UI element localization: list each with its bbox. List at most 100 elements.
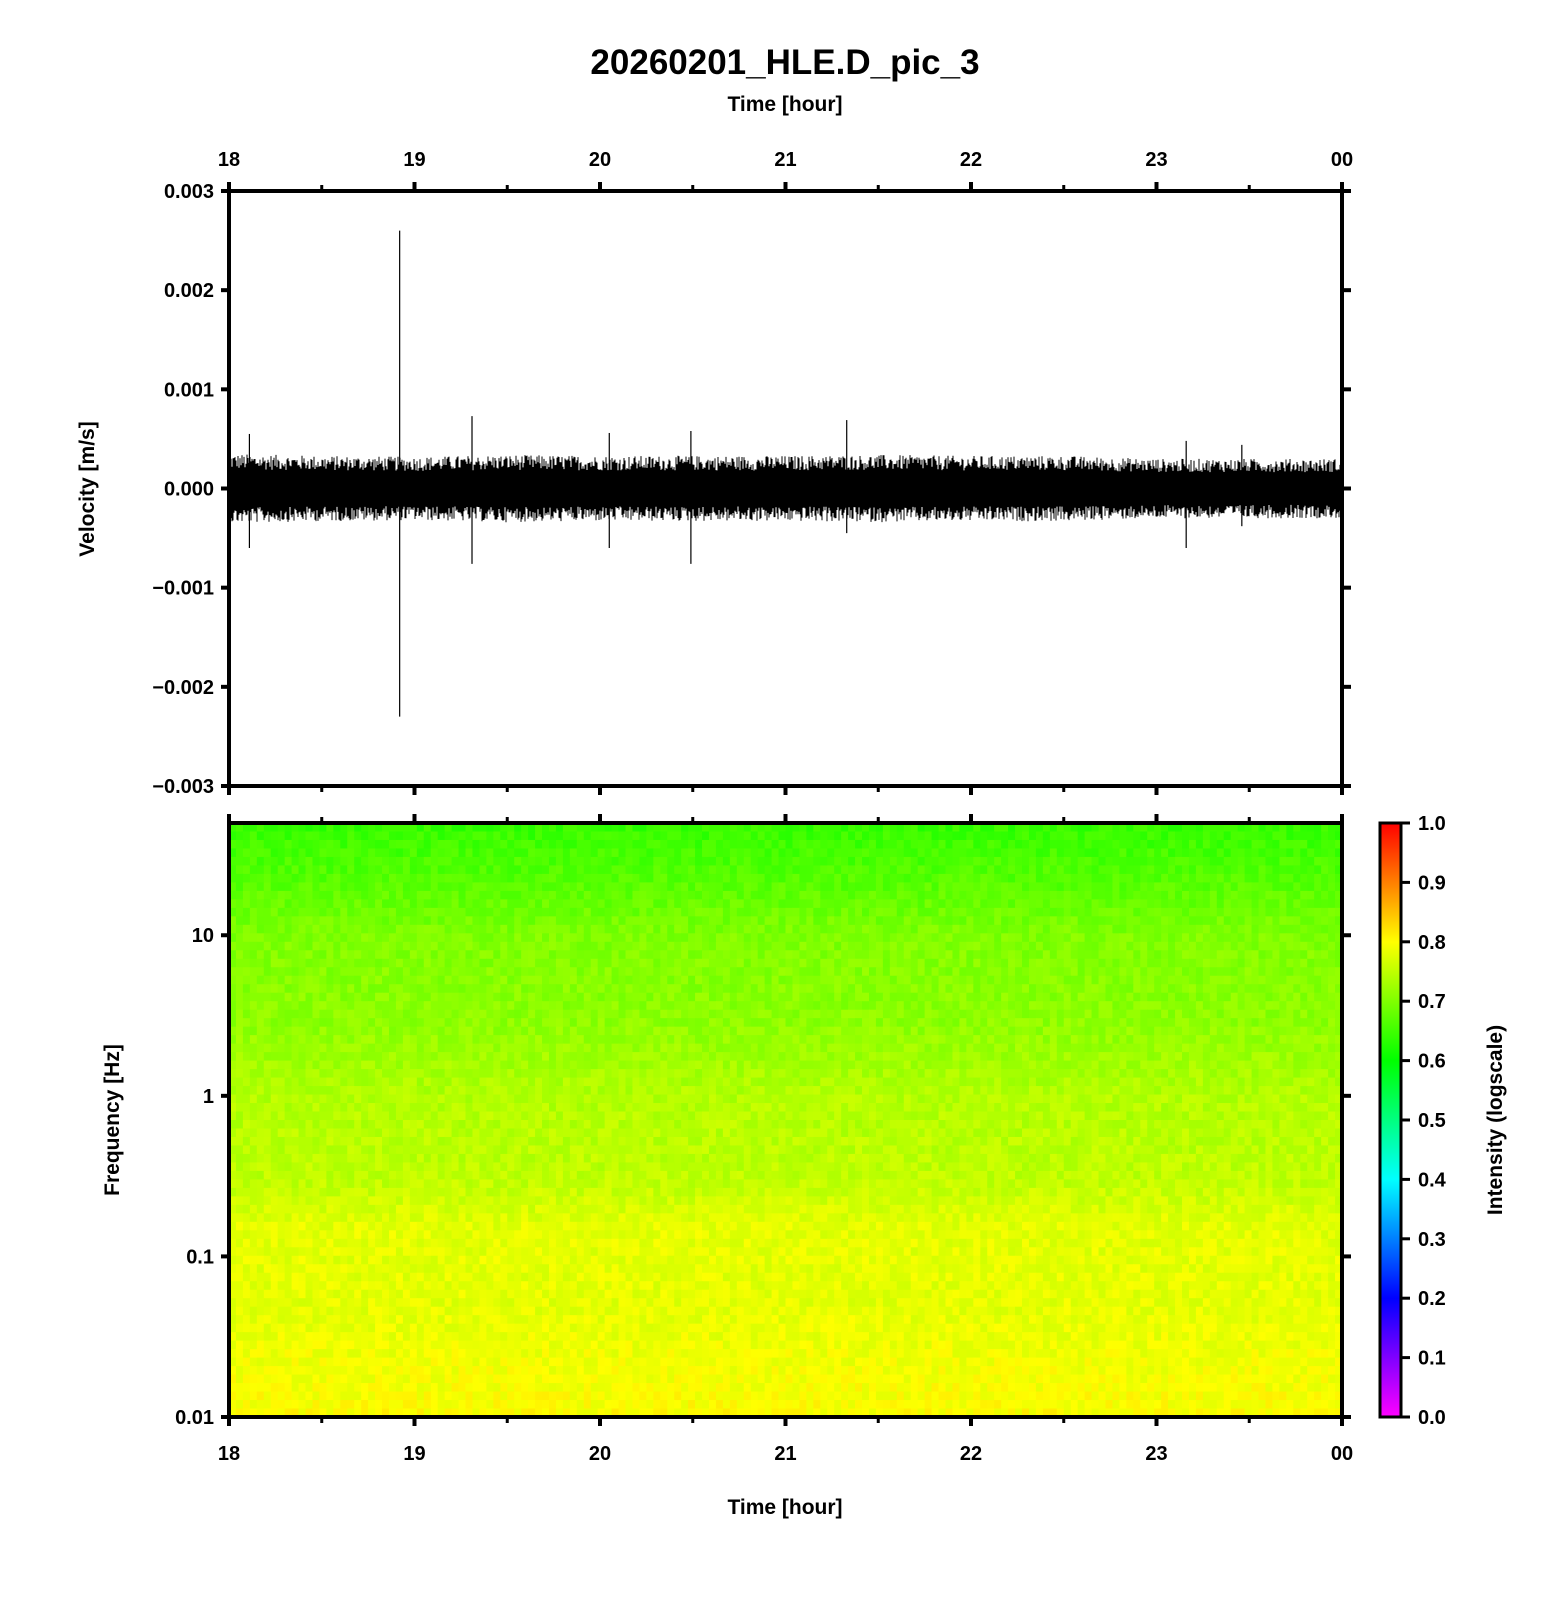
spectrogram-cell [660, 1043, 668, 1053]
spectrogram-cell [242, 1077, 251, 1087]
spectrogram-cell [1251, 1018, 1260, 1028]
spectrogram-cell [1286, 967, 1294, 977]
spectrogram-cell [841, 890, 849, 900]
spectrogram-cell [889, 933, 898, 943]
spectrogram-cell [1175, 865, 1183, 875]
spectrogram-cell [305, 1060, 314, 1070]
spectrogram-cell [1168, 865, 1176, 875]
spectrogram-cell [1084, 1001, 1093, 1011]
spectrogram-cell [528, 882, 536, 892]
spectrogram-cell [695, 1077, 703, 1087]
spectrogram-cell [1195, 1001, 1204, 1011]
spectrogram-cell [368, 950, 376, 960]
spectrogram-cell [1258, 1060, 1267, 1070]
spectrogram-cell [1147, 907, 1155, 917]
spectrogram-cell [305, 1043, 314, 1053]
spectrogram-cell [889, 856, 898, 867]
spectrogram-cell [548, 924, 557, 934]
spectrogram-cell [834, 992, 842, 1002]
spectrogram-cell [514, 1018, 522, 1028]
spectrogram-cell [388, 958, 397, 968]
spectrogram-cell [889, 924, 898, 934]
spectrogram-cell [792, 958, 801, 968]
spectrogram-cell [1056, 873, 1065, 883]
spectrogram-cell [319, 890, 327, 900]
spectrogram-cell [931, 975, 940, 985]
spectrogram-cell [813, 958, 821, 968]
spectrogram-cell [639, 958, 647, 968]
spectrogram-cell [639, 984, 647, 994]
spectrogram-cell [354, 890, 362, 900]
spectrogram-cell [528, 950, 536, 960]
spectrogram-cell [1049, 907, 1058, 917]
spectrogram-cell [263, 848, 272, 858]
spectrogram-cell [263, 1077, 272, 1087]
spectrogram-cell [1244, 831, 1253, 841]
spectrogram-cell [889, 907, 898, 917]
spectrogram-cell [729, 1052, 738, 1062]
spectrogram-cell [903, 1035, 912, 1045]
spectrogram-cell [1265, 890, 1274, 900]
spectrogram-cell [688, 992, 696, 1002]
spectrogram-cell [1154, 916, 1162, 926]
spectrogram-cell [542, 865, 550, 875]
spectrogram-cell [354, 899, 362, 909]
spectrogram-cell [1049, 899, 1058, 909]
spectrogram-cell [409, 1060, 418, 1070]
spectrogram-cell [1008, 1077, 1016, 1087]
spectrogram-cell [771, 1077, 780, 1087]
spectrogram-cell [771, 865, 780, 875]
spectrogram-cell [674, 882, 682, 892]
spectrogram-cell [778, 941, 787, 951]
spectrogram-cell [430, 975, 439, 985]
spectrogram-cell [1049, 1001, 1058, 1011]
spectrogram-cell [388, 873, 397, 883]
spectrogram-cell [479, 839, 487, 850]
spectrogram-cell [827, 848, 835, 858]
spectrogram-cell [597, 831, 606, 841]
spectrogram-cell [1161, 839, 1169, 850]
spectrogram-cell [284, 975, 293, 985]
spectrogram-cell [1098, 1052, 1107, 1062]
spectrogram-cell [1056, 899, 1065, 909]
spectrogram-cell [889, 916, 898, 926]
spectrogram-cell [1237, 950, 1246, 960]
spectrogram-cell [1307, 1018, 1315, 1028]
spectrogram-cell [312, 975, 321, 985]
spectrogram-cell [235, 831, 244, 841]
spectrogram-cell [1035, 1060, 1044, 1070]
spectrogram-cell [326, 1043, 334, 1053]
spectrogram-cell [284, 823, 293, 833]
spectrogram-cell [472, 899, 481, 909]
spectrogram-cell [1098, 823, 1107, 833]
spectrogram-cell [959, 958, 967, 968]
spectrogram-cell [1126, 924, 1134, 934]
spectrogram-cell [778, 1018, 787, 1028]
spectrogram-cell [368, 882, 376, 892]
spectrogram-cell [1230, 924, 1239, 934]
spectrogram-cell [674, 839, 682, 850]
spectrogram-cell [1147, 823, 1155, 833]
spectrogram-cell [855, 933, 863, 943]
spectrogram-cell [973, 1018, 981, 1028]
spectrogram-cell [1112, 984, 1120, 994]
spectrogram-cell [987, 916, 995, 926]
spectrogram-cell [1182, 882, 1190, 892]
spectrogram-cell [1133, 839, 1141, 850]
spectrogram-cell [1049, 975, 1058, 985]
spectrogram-cell [542, 1052, 550, 1062]
spectrogram-cell [1188, 941, 1197, 951]
spectrogram-cell [910, 873, 919, 883]
spectrogram-cell [611, 823, 620, 833]
spectrogram-cell [305, 1077, 314, 1087]
spectrogram-cell [382, 1043, 390, 1053]
spectrogram-cell [875, 882, 884, 892]
spectrogram-cell [1258, 958, 1267, 968]
spectrogram-cell [249, 1009, 258, 1019]
spectrogram-cell [1216, 848, 1225, 858]
spectrogram-cell [423, 916, 432, 926]
spectrogram-cell [1022, 1052, 1030, 1062]
spectrogram-cell [562, 1069, 571, 1079]
spectrogram-cell [646, 907, 654, 917]
spectrogram-cell [388, 924, 397, 934]
